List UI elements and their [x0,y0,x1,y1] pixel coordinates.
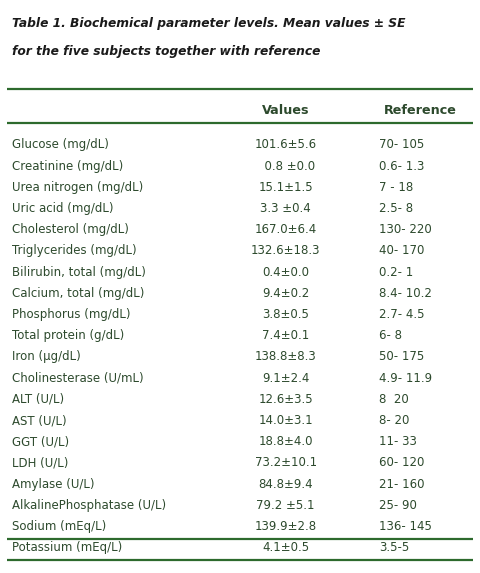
Text: Calcium, total (mg/dL): Calcium, total (mg/dL) [12,287,144,300]
Text: Phosphorus (mg/dL): Phosphorus (mg/dL) [12,308,131,321]
Text: Total protein (g/dL): Total protein (g/dL) [12,329,124,342]
Text: 4.1±0.5: 4.1±0.5 [262,541,309,554]
Text: 2.7- 4.5: 2.7- 4.5 [379,308,425,321]
Text: 11- 33: 11- 33 [379,435,417,448]
Text: 132.6±18.3: 132.6±18.3 [251,245,320,257]
Text: 138.8±8.3: 138.8±8.3 [255,351,316,363]
Text: AST (U/L): AST (U/L) [12,414,67,427]
Text: Iron (μg/dL): Iron (μg/dL) [12,351,81,363]
Text: 101.6±5.6: 101.6±5.6 [254,139,317,151]
Text: 0.6- 1.3: 0.6- 1.3 [379,160,425,172]
Text: 2.5- 8: 2.5- 8 [379,202,413,215]
Text: 136- 145: 136- 145 [379,520,432,533]
Text: Table 1. Biochemical parameter levels. Mean values ± SE: Table 1. Biochemical parameter levels. M… [12,17,406,30]
Text: 73.2±10.1: 73.2±10.1 [254,457,317,469]
Text: Triglycerides (mg/dL): Triglycerides (mg/dL) [12,245,137,257]
Text: 9.4±0.2: 9.4±0.2 [262,287,309,300]
Text: AlkalinePhosphatase (U/L): AlkalinePhosphatase (U/L) [12,499,166,512]
Text: Creatinine (mg/dL): Creatinine (mg/dL) [12,160,123,172]
Text: 79.2 ±5.1: 79.2 ±5.1 [256,499,315,512]
Text: 50- 175: 50- 175 [379,351,424,363]
Text: Cholinesterase (U/mL): Cholinesterase (U/mL) [12,372,144,384]
Text: 84.8±9.4: 84.8±9.4 [258,478,313,490]
Text: 12.6±3.5: 12.6±3.5 [258,393,313,406]
Text: 15.1±1.5: 15.1±1.5 [258,181,313,194]
Text: 14.0±3.1: 14.0±3.1 [258,414,313,427]
Text: 40- 170: 40- 170 [379,245,425,257]
Text: 9.1±2.4: 9.1±2.4 [262,372,309,384]
Text: 7.4±0.1: 7.4±0.1 [262,329,309,342]
Text: 0.2- 1: 0.2- 1 [379,266,413,278]
Text: Uric acid (mg/dL): Uric acid (mg/dL) [12,202,113,215]
Text: 18.8±4.0: 18.8±4.0 [258,435,313,448]
Text: GGT (U/L): GGT (U/L) [12,435,69,448]
Text: 70- 105: 70- 105 [379,139,424,151]
Text: 21- 160: 21- 160 [379,478,425,490]
Text: 0.8 ±0.0: 0.8 ±0.0 [256,160,315,172]
Text: 7 - 18: 7 - 18 [379,181,413,194]
Text: for the five subjects together with reference: for the five subjects together with refe… [12,45,320,58]
Text: 3.8±0.5: 3.8±0.5 [262,308,309,321]
Text: Urea nitrogen (mg/dL): Urea nitrogen (mg/dL) [12,181,143,194]
Text: ALT (U/L): ALT (U/L) [12,393,64,406]
Text: Glucose (mg/dL): Glucose (mg/dL) [12,139,109,151]
Text: Values: Values [262,104,309,117]
Text: 0.4±0.0: 0.4±0.0 [262,266,309,278]
Text: 4.9- 11.9: 4.9- 11.9 [379,372,432,384]
Text: Bilirubin, total (mg/dL): Bilirubin, total (mg/dL) [12,266,146,278]
Text: Reference: Reference [384,104,456,117]
Text: 8  20: 8 20 [379,393,409,406]
Text: Amylase (U/L): Amylase (U/L) [12,478,95,490]
Text: 8.4- 10.2: 8.4- 10.2 [379,287,432,300]
Text: 25- 90: 25- 90 [379,499,417,512]
Text: Sodium (mEq/L): Sodium (mEq/L) [12,520,106,533]
Text: 60- 120: 60- 120 [379,457,425,469]
Text: 139.9±2.8: 139.9±2.8 [254,520,317,533]
Text: 8- 20: 8- 20 [379,414,409,427]
Text: LDH (U/L): LDH (U/L) [12,457,68,469]
Text: 3.3 ±0.4: 3.3 ±0.4 [260,202,311,215]
Text: 167.0±6.4: 167.0±6.4 [254,223,317,236]
Text: 3.5-5: 3.5-5 [379,541,409,554]
Text: Potassium (mEq/L): Potassium (mEq/L) [12,541,122,554]
Text: Cholesterol (mg/dL): Cholesterol (mg/dL) [12,223,129,236]
Text: 6- 8: 6- 8 [379,329,402,342]
Text: 130- 220: 130- 220 [379,223,432,236]
